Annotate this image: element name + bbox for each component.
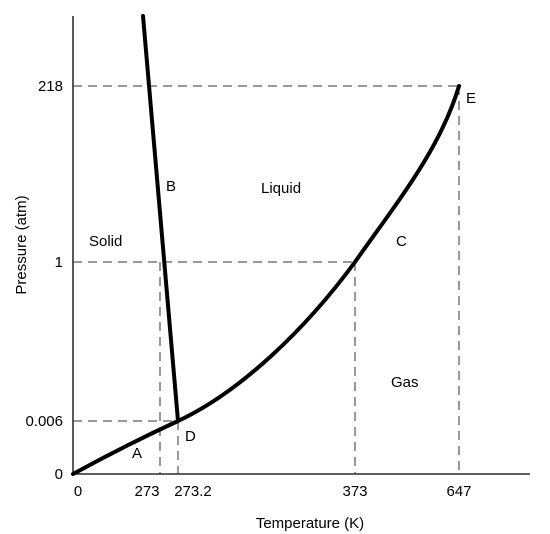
x-tick-label: 647	[446, 483, 471, 500]
point-label-c: C	[396, 233, 407, 250]
x-axis-title: Temperature (K)	[256, 515, 364, 532]
region-label-liquid: Liquid	[261, 180, 301, 197]
liquid-gas-curve	[176, 84, 461, 423]
y-tick-label: 218	[38, 78, 63, 95]
point-label-b: B	[166, 178, 176, 195]
solid-gas-curve	[71, 419, 180, 476]
region-label-gas: Gas	[391, 374, 419, 391]
point-label-e: E	[466, 90, 476, 107]
guide-lines	[73, 85, 460, 474]
y-tick-label: 0	[55, 466, 63, 483]
y-tick-label: 0.006	[25, 413, 63, 430]
point-label-d: D	[185, 428, 196, 445]
point-label-a: A	[132, 445, 142, 462]
y-axis-title: Pressure (atm)	[13, 195, 30, 294]
y-tick-label: 1	[55, 254, 63, 271]
x-tick-label: 0	[74, 483, 82, 500]
x-tick-label: 373	[342, 483, 367, 500]
region-label-solid: Solid	[89, 233, 122, 250]
x-tick-label: 273	[134, 483, 159, 500]
x-tick-label: 273.2	[174, 483, 212, 500]
solid-liquid-curve	[141, 14, 180, 423]
